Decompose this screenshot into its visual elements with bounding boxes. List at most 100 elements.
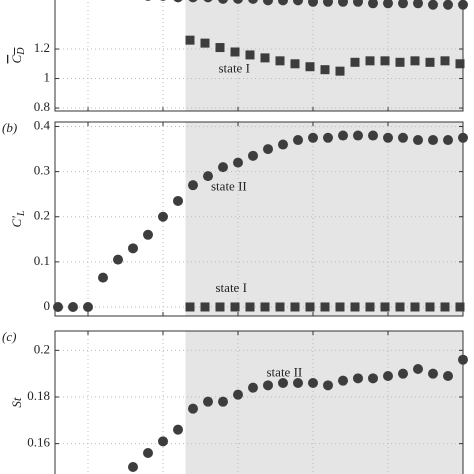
marker [215,43,225,53]
shaded-region [185,0,463,111]
marker [230,302,240,312]
y-axis-label-main: St [9,397,24,408]
marker [263,0,273,6]
marker [145,0,151,1]
y-tick-label: 0.2 [34,208,50,223]
marker [413,364,423,375]
marker [413,135,423,146]
y-tick-label: 0.2 [34,341,50,356]
marker [338,0,348,7]
marker [143,447,153,458]
y-tick-label: 0.3 [34,163,50,178]
marker [275,302,285,312]
y-axis-label: C′L [9,210,27,228]
marker [293,378,303,389]
y-axis-label-main: C′ [9,216,24,228]
marker [365,56,375,66]
marker [308,378,318,389]
marker [353,0,363,7]
marker [293,0,303,6]
marker [173,424,183,435]
marker [398,132,408,143]
marker [233,389,243,400]
marker [203,0,213,3]
marker [248,0,258,4]
marker [428,368,438,379]
shaded-region [185,331,463,474]
marker [350,302,360,312]
marker [200,302,210,312]
marker [230,47,240,57]
marker [143,229,153,240]
marker [443,0,453,10]
marker [455,302,465,312]
marker [248,382,258,393]
marker [335,302,345,312]
marker [248,150,258,161]
marker [263,380,273,391]
marker [383,0,393,9]
marker [158,436,168,447]
marker [185,302,195,312]
marker [128,461,138,472]
marker [128,243,138,254]
marker [320,65,330,75]
marker [410,56,420,66]
marker [173,195,183,206]
marker [305,62,315,72]
y-tick-label: 1 [44,70,51,85]
marker [368,130,378,141]
marker [440,56,450,66]
marker [428,0,438,10]
marker [308,0,318,7]
y-axis-label-sub: D [16,47,27,56]
marker [188,0,198,3]
marker [458,132,468,143]
marker [113,254,123,265]
marker [320,302,330,312]
y-axis-label-sub: L [16,210,27,217]
marker [200,38,210,48]
marker [83,301,93,312]
marker [323,132,333,143]
marker [350,57,360,67]
marker [218,0,228,4]
marker [458,354,468,365]
marker [323,380,333,391]
marker [158,211,168,222]
marker [425,57,435,67]
marker [278,139,288,150]
y-tick-label: 1.2 [34,40,50,55]
marker [245,50,255,60]
panel-label: (c) [2,329,16,344]
marker [413,0,423,9]
y-axis-label: St [9,397,24,408]
marker [410,302,420,312]
y-axis-label: CD [9,47,27,64]
marker [380,302,390,312]
marker [203,171,213,182]
annotation: state I [216,280,247,295]
marker [383,132,393,143]
marker [443,371,453,382]
marker [290,59,300,69]
marker [338,375,348,386]
y-tick-label: 0.1 [34,253,50,268]
marker [215,302,225,312]
marker [188,403,198,414]
marker [395,57,405,67]
marker [218,396,228,407]
plot-frame [54,330,464,474]
marker [203,396,213,407]
panel: 0.16 0.18 0.2 state II (c) St [2,329,468,474]
marker [458,0,468,10]
marker [383,371,393,382]
marker [398,0,408,9]
marker [443,135,453,146]
marker [188,180,198,191]
marker [455,59,465,69]
marker [278,0,288,6]
marker [245,302,255,312]
marker [335,66,345,76]
marker [440,302,450,312]
